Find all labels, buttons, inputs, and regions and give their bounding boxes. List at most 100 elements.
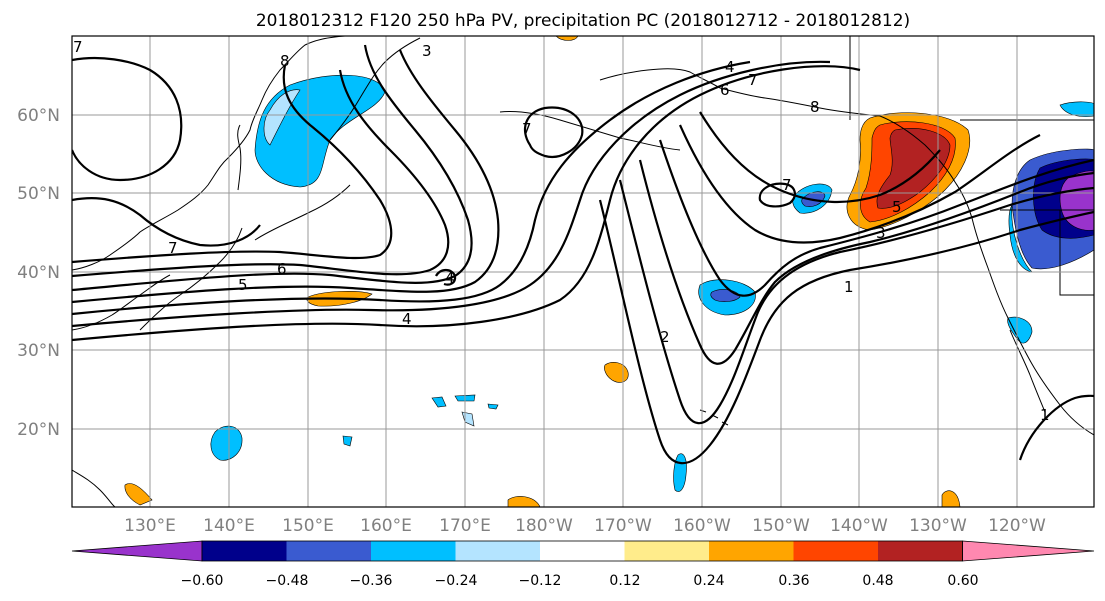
contour-label: 3 <box>876 224 886 242</box>
contour-label: 1 <box>844 278 854 296</box>
colorbar-tick: 0.24 <box>693 573 724 589</box>
precip-pos-south-2 <box>941 490 961 507</box>
contour-label: 5 <box>238 276 248 294</box>
contour-west-loop <box>72 56 183 182</box>
colorbar-cell <box>540 541 625 561</box>
lon-label: 170°E <box>439 516 491 536</box>
contour-label: 2 <box>660 328 670 346</box>
colorbar-extend-max <box>962 540 1095 562</box>
colorbar-tick: 0.48 <box>862 573 893 589</box>
precip-neg-west-pacific <box>210 425 243 461</box>
contour-label: 8 <box>280 52 290 70</box>
precip-neg-small-1 <box>342 435 353 447</box>
contour-label: 6 <box>720 81 730 99</box>
coast-philippines <box>72 469 116 507</box>
colorbar-tick: 0.60 <box>947 573 978 589</box>
contour-ridge-5 <box>678 124 1041 244</box>
lon-label: 160°W <box>673 516 731 536</box>
contour-ridge-3 <box>638 159 1094 365</box>
colorbar-cells <box>71 540 1095 562</box>
colorbar-tick: −0.12 <box>519 573 562 589</box>
contour-main-3 <box>72 60 751 316</box>
contour-main-2 <box>72 60 831 328</box>
colorbar-cell <box>286 541 372 561</box>
contour-loop-east <box>758 182 796 208</box>
contour-se-1 <box>1018 394 1094 461</box>
contour-ridge-1 <box>598 199 1094 465</box>
contour-small-4 <box>435 268 457 286</box>
graticule <box>72 36 1094 507</box>
precip-pos-sw-pacific <box>124 483 153 506</box>
colorbar-tick: −0.36 <box>350 573 393 589</box>
lon-label: 130°W <box>909 516 967 536</box>
coast-aleutians <box>499 111 681 151</box>
longitude-labels: 130°E 140°E 150°E 160°E 170°E 180°W 170°… <box>124 516 1046 536</box>
contour-label: 6 <box>277 260 287 278</box>
coast-kamchatka <box>329 37 421 141</box>
lat-label: 30°N <box>17 341 60 361</box>
colorbar-cell <box>709 541 794 561</box>
colorbar-cell <box>624 541 710 561</box>
lat-label: 50°N <box>17 184 60 204</box>
pv-contours <box>72 44 1094 465</box>
precip-neg-small-2 <box>431 396 447 408</box>
precip-neg-baja <box>1007 316 1033 344</box>
contour-label: 5 <box>892 198 902 216</box>
colorbar-cell <box>878 541 963 561</box>
coast-sakhalin <box>237 124 242 191</box>
contour-main-1 <box>72 65 861 342</box>
precip-neg-small-5 <box>487 403 499 410</box>
contour-loop-7 <box>523 106 584 158</box>
contour-label: 3 <box>422 42 432 60</box>
contour-ridge-2 <box>618 179 1094 425</box>
colorbar-cell <box>455 541 541 561</box>
colorbar-tick: 0.36 <box>778 573 809 589</box>
precip-neg-canada <box>1059 101 1094 117</box>
contour-ridge-6 <box>699 111 941 204</box>
lat-label: 20°N <box>17 420 60 440</box>
colorbar-cell <box>202 541 287 561</box>
lat-label: 40°N <box>17 263 60 283</box>
lon-label: 160°E <box>360 516 412 536</box>
coast-us-west <box>971 217 1094 436</box>
coast-canada <box>849 36 1094 296</box>
colorbar-extend-min <box>71 540 203 562</box>
contour-label: 7 <box>782 176 792 194</box>
map-title: 2018012312 F120 250 hPa PV, precipitatio… <box>256 11 910 31</box>
latitude-labels: 60°N 50°N 40°N 30°N 20°N <box>17 106 60 440</box>
lon-label: 140°W <box>830 516 888 536</box>
coast-bc <box>879 115 973 219</box>
coast-baja <box>1009 329 1046 413</box>
contour-main-4 <box>72 49 500 304</box>
colorbar-cell <box>793 541 879 561</box>
lon-label: 130°E <box>124 516 176 536</box>
colorbar-tick: 0.12 <box>609 573 640 589</box>
precip-neg-nw-us-outer <box>1008 204 1033 273</box>
lon-label: 180°W <box>515 516 573 536</box>
lon-label: 150°E <box>282 516 334 536</box>
contour-label: 4 <box>445 269 455 287</box>
lon-label: 150°W <box>752 516 810 536</box>
lon-label: 120°W <box>988 516 1046 536</box>
contour-main-5 <box>72 44 473 292</box>
contour-label: 8 <box>810 98 820 116</box>
coast-alaska <box>599 68 881 117</box>
precip-pos-south-1 <box>507 496 541 507</box>
colorbar-tick: −0.60 <box>181 573 224 589</box>
contour-west-8 <box>72 197 261 247</box>
contour-label: 7 <box>748 71 758 89</box>
contour-label: 4 <box>725 58 735 76</box>
colorbar-ticks: −0.60 −0.48 −0.36 −0.24 −0.12 0.12 0.24 … <box>181 573 979 589</box>
contour-label: 7 <box>73 38 83 56</box>
colorbar-cell <box>371 541 456 561</box>
coastlines <box>72 36 1094 507</box>
contour-label: 1 <box>1040 406 1050 424</box>
lon-label: 140°E <box>203 516 255 536</box>
contour-labels: 8 3 4 6 7 8 7 7 7 6 5 4 4 2 1 1 5 3 7 <box>73 38 1050 424</box>
colorbar-tick: −0.24 <box>435 573 478 589</box>
contour-label: 7 <box>168 239 178 257</box>
contour-label: 4 <box>402 310 412 328</box>
precip-pos-hawaii-north <box>604 362 629 383</box>
contour-ridge-4 <box>658 139 1094 297</box>
